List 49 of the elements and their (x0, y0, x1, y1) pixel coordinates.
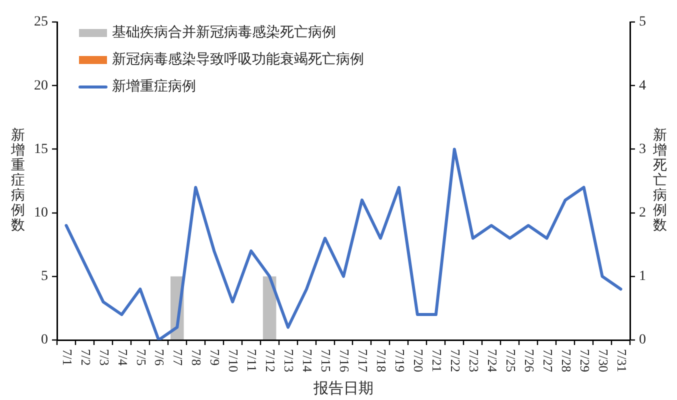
y2-tick-label: 2 (639, 205, 646, 220)
x-tick-label: 7/23 (466, 349, 482, 372)
y2-tick-label: 5 (639, 14, 646, 30)
y2-axis-title: 新增死亡病例数 (652, 128, 667, 234)
legend-label: 新增重症病例 (112, 78, 196, 95)
x-tick-label: 7/25 (503, 349, 518, 372)
x-tick-label: 7/31 (614, 349, 630, 372)
y-tick-label: 10 (34, 205, 48, 220)
x-tick-label: 7/2 (78, 349, 94, 366)
x-tick-label: 7/27 (540, 349, 556, 373)
x-tick-label: 7/15 (318, 349, 334, 372)
y2-tick-label: 1 (639, 269, 646, 284)
y-tick-label: 5 (41, 269, 48, 284)
x-tick-label: 7/7 (170, 349, 186, 366)
x-axis-title: 报告日期 (312, 380, 374, 397)
x-tick-label: 7/16 (337, 349, 352, 373)
y-axis-title: 新增重症病例数 (10, 128, 25, 234)
x-tick-label: 7/29 (577, 349, 592, 372)
x-tick-label: 7/11 (244, 349, 260, 372)
x-tick-label: 7/4 (115, 349, 130, 366)
x-tick-label: 7/19 (392, 349, 408, 372)
x-tick-label: 7/28 (558, 349, 574, 372)
x-tick-label: 7/30 (596, 349, 611, 372)
x-tick-label: 7/9 (208, 349, 223, 366)
x-tick-label: 7/20 (411, 349, 426, 372)
y2-tick-label: 4 (639, 78, 646, 94)
x-tick-label: 7/22 (448, 349, 463, 372)
y2-tick-label: 3 (639, 142, 646, 157)
y2-tick-label: 0 (639, 332, 646, 348)
y-tick-label: 15 (34, 142, 48, 157)
x-tick-label: 7/1 (60, 349, 75, 366)
x-tick-label: 7/26 (522, 349, 537, 373)
y-tick-label: 20 (34, 78, 48, 94)
x-tick-label: 7/14 (300, 349, 316, 373)
x-tick-label: 7/5 (134, 349, 149, 366)
x-tick-label: 7/18 (374, 349, 390, 372)
x-tick-label: 7/10 (226, 349, 242, 372)
x-tick-label: 7/12 (263, 349, 278, 372)
legend-label: 新冠病毒感染导致呼吸功能衰竭死亡病例 (112, 52, 364, 68)
legend-label: 基础疾病合并新冠病毒感染死亡病例 (112, 24, 336, 41)
x-tick-label: 7/17 (356, 349, 371, 373)
y-tick-label: 25 (34, 14, 48, 30)
y-tick-label: 0 (41, 332, 48, 348)
x-tick-label: 7/21 (429, 349, 444, 372)
x-tick-label: 7/8 (189, 349, 204, 366)
x-tick-label: 7/13 (282, 349, 297, 372)
x-tick-label: 7/3 (96, 349, 112, 366)
x-tick-label: 7/24 (484, 349, 500, 373)
x-tick-label: 7/6 (152, 349, 168, 366)
